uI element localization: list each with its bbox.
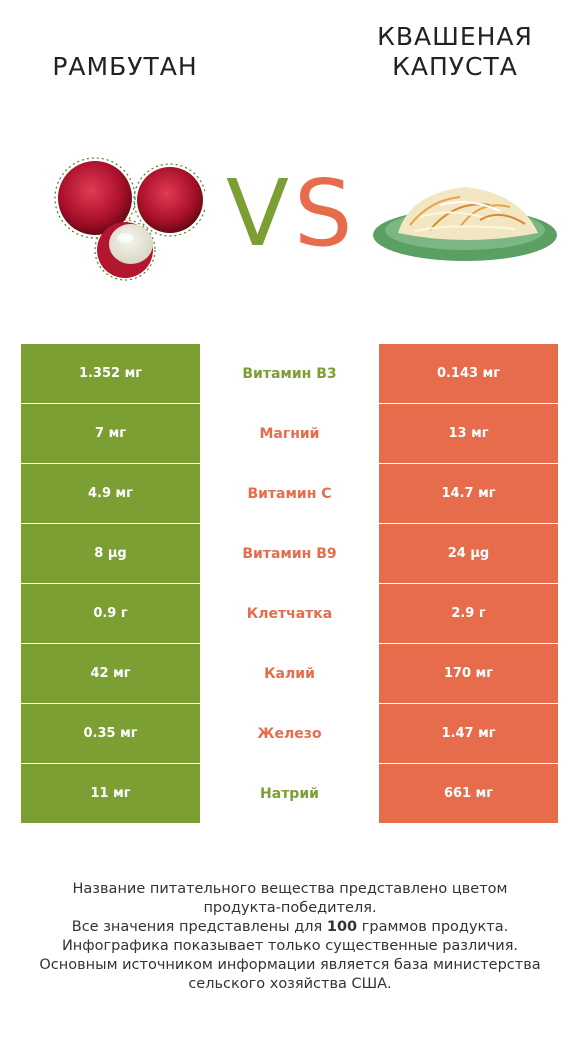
footer-line4: Инфографика показывает только существенн…: [61, 938, 519, 954]
vs-v: V: [226, 165, 289, 260]
vs-label: V S: [226, 165, 352, 260]
footer-line6: сельского хозяйства США.: [188, 976, 392, 992]
footer-line3-post: граммов продукта.: [357, 919, 509, 935]
nutrient-name: Калий: [200, 644, 379, 703]
title-sauerkraut-line2: КАПУСТА: [392, 52, 518, 81]
nutrient-name: Натрий: [200, 764, 379, 823]
sauerkraut-value: 661 мг: [379, 764, 558, 823]
footer-note: Название питательного вещества представл…: [10, 880, 570, 994]
nutrient-name: Витамин B9: [200, 524, 379, 583]
sauerkraut-plate-image: [373, 187, 557, 261]
sauerkraut-value: 14.7 мг: [379, 464, 558, 523]
table-row: 11 мг Натрий 661 мг: [21, 764, 558, 823]
footer-line3-pre: Все значения представлены для: [71, 919, 327, 935]
table-row: 0.9 г Клетчатка 2.9 г: [21, 584, 558, 643]
footer-line5: Основным источником информации является …: [39, 957, 541, 973]
vs-s: S: [294, 165, 352, 260]
nutrient-name: Железо: [200, 704, 379, 763]
nutrient-name: Витамин B3: [200, 344, 379, 403]
sauerkraut-value: 170 мг: [379, 644, 558, 703]
sauerkraut-value: 1.47 мг: [379, 704, 558, 763]
rambutan-value: 7 мг: [21, 404, 200, 463]
rambutan-image: [54, 157, 205, 281]
comparison-table: 1.352 мг Витамин B3 0.143 мг 7 мг Магний 13 м…: [21, 344, 558, 824]
footer-line2: продукта-победителя.: [203, 900, 377, 916]
rambutan-value: 4.9 мг: [21, 464, 200, 523]
footer-line1: Название питательного вещества представл…: [72, 881, 508, 897]
rambutan-value: 0.9 г: [21, 584, 200, 643]
nutrient-name: Магний: [200, 404, 379, 463]
rambutan-value: 1.352 мг: [21, 344, 200, 403]
rambutan-value: 42 мг: [21, 644, 200, 703]
rambutan-value: 0.35 мг: [21, 704, 200, 763]
title-sauerkraut: КВАШЕНАЯ КАПУСТА: [350, 22, 560, 82]
table-row: 8 µg Витамин B9 24 µg: [21, 524, 558, 583]
nutrient-name: Витамин C: [200, 464, 379, 523]
footer-line3: Все значения представлены для 100 граммо…: [10, 918, 570, 937]
rambutan-value: 11 мг: [21, 764, 200, 823]
table-row: 4.9 мг Витамин C 14.7 мг: [21, 464, 558, 523]
table-row: 42 мг Калий 170 мг: [21, 644, 558, 703]
sauerkraut-value: 0.143 мг: [379, 344, 558, 403]
title-sauerkraut-line1: КВАШЕНАЯ: [377, 22, 533, 51]
footer-line3-bold: 100: [326, 919, 358, 935]
sauerkraut-value: 24 µg: [379, 524, 558, 583]
table-row: 7 мг Магний 13 мг: [21, 404, 558, 463]
nutrient-name: Клетчатка: [200, 584, 379, 643]
rambutan-value: 8 µg: [21, 524, 200, 583]
sauerkraut-value: 2.9 г: [379, 584, 558, 643]
table-row: 1.352 мг Витамин B3 0.143 мг: [21, 344, 558, 403]
sauerkraut-value: 13 мг: [379, 404, 558, 463]
title-rambutan: РАМБУТАН: [52, 52, 198, 81]
table-row: 0.35 мг Железо 1.47 мг: [21, 704, 558, 763]
